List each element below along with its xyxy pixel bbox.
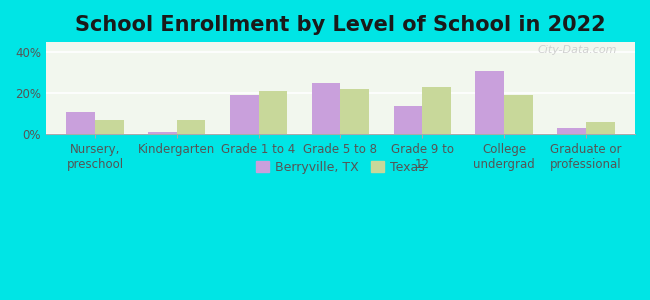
Bar xyxy=(148,132,177,134)
Bar xyxy=(557,128,586,134)
Bar xyxy=(504,95,533,134)
Bar xyxy=(177,120,205,134)
Bar xyxy=(394,106,422,134)
Bar xyxy=(422,87,451,134)
Bar xyxy=(586,122,614,134)
Bar xyxy=(475,71,504,134)
Bar xyxy=(230,95,259,134)
Bar xyxy=(312,83,341,134)
Legend: Berryville, TX, Texas: Berryville, TX, Texas xyxy=(251,156,430,178)
Title: School Enrollment by Level of School in 2022: School Enrollment by Level of School in … xyxy=(75,15,606,35)
Text: City-Data.com: City-Data.com xyxy=(538,45,618,55)
Bar xyxy=(95,120,124,134)
Bar xyxy=(341,89,369,134)
Bar xyxy=(66,112,95,134)
Bar xyxy=(259,91,287,134)
